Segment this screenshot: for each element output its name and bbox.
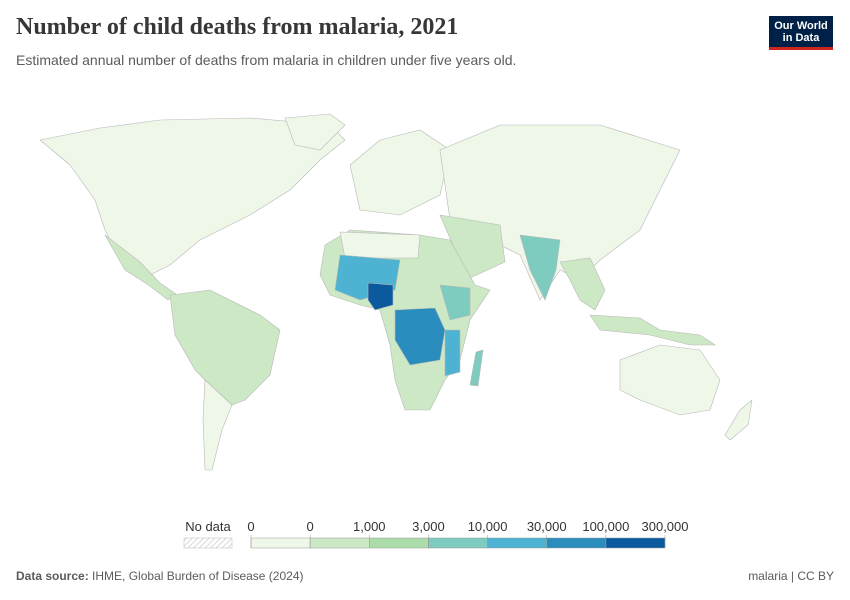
nigeria[interactable] (367, 282, 394, 311)
legend-bin[interactable] (605, 537, 666, 549)
source: Data source: IHME, Global Burden of Dise… (16, 569, 303, 583)
legend-bin[interactable] (309, 537, 370, 549)
logo-line: in Data (782, 32, 820, 44)
legend-tick-label: 0 (247, 519, 254, 534)
legend-bin[interactable] (250, 537, 311, 549)
new-zealand[interactable] (724, 399, 753, 441)
greenland[interactable] (284, 113, 346, 151)
countries (39, 113, 753, 471)
legend-tick-label: 300,000 (642, 519, 689, 534)
australia[interactable] (619, 344, 721, 416)
east-africa[interactable] (439, 284, 471, 321)
madagascar[interactable] (469, 349, 484, 387)
logo[interactable]: Our World in Data (769, 16, 833, 50)
south-america-north[interactable] (169, 289, 281, 406)
source-label: Data source: (16, 569, 89, 583)
license[interactable]: malaria | CC BY (748, 569, 834, 583)
legend-bin[interactable] (487, 537, 547, 549)
indonesia[interactable] (589, 314, 716, 346)
south-america-south[interactable] (202, 379, 233, 471)
north-america[interactable] (39, 117, 346, 276)
no-data-swatch[interactable] (183, 537, 233, 549)
legend-bin[interactable] (546, 537, 607, 549)
no-data-label: No data (185, 519, 231, 534)
subtitle: Estimated annual number of deaths from m… (16, 52, 517, 68)
legend-tick-label: 1,000 (353, 519, 386, 534)
legend-tick-label: 3,000 (412, 519, 445, 534)
logo-line: Our World (774, 20, 828, 32)
legend-bin[interactable] (369, 537, 429, 549)
southeast-asia[interactable] (559, 257, 606, 311)
legend-tick-label: 30,000 (527, 519, 567, 534)
north-africa[interactable] (339, 231, 421, 259)
europe[interactable] (349, 129, 451, 216)
india[interactable] (519, 234, 561, 301)
legend-bin[interactable] (428, 537, 488, 549)
mozambique[interactable] (444, 329, 461, 377)
title: Number of child deaths from malaria, 202… (16, 14, 459, 40)
legend-tick-label: 10,000 (468, 519, 508, 534)
source-text: IHME, Global Burden of Disease (2024) (92, 569, 304, 583)
legend: No data 0 0 1,000 3,000 10,000 30,000 100,000 3… (183, 519, 689, 549)
legend-tick-label: 0 (307, 519, 314, 534)
central-africa[interactable] (394, 307, 446, 366)
legend-tick-label: 100,000 (582, 519, 629, 534)
